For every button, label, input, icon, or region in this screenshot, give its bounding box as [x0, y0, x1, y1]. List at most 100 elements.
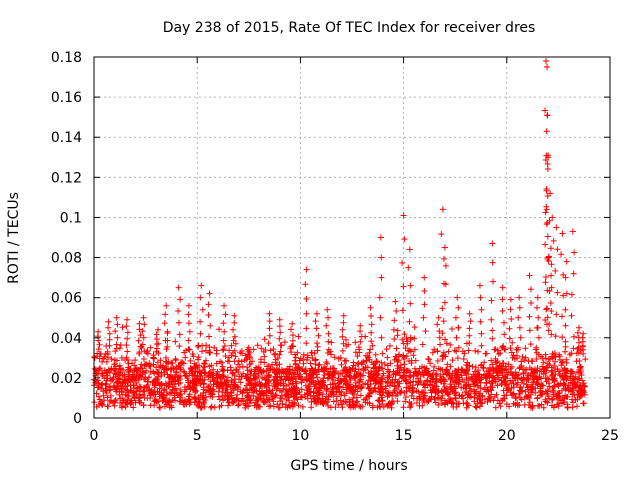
data-point [314, 340, 321, 347]
data-point [269, 394, 276, 401]
data-point [507, 389, 514, 396]
data-point [507, 345, 514, 352]
y-tick-label: 0.04 [51, 331, 82, 347]
data-point [199, 392, 206, 399]
data-point [544, 165, 551, 172]
data-point [554, 246, 561, 253]
data-point [544, 160, 551, 167]
data-point [453, 379, 460, 386]
data-point [113, 357, 120, 364]
data-point [201, 361, 208, 368]
data-point [491, 393, 498, 400]
data-point [359, 403, 366, 410]
data-point [319, 391, 326, 398]
data-point [542, 241, 549, 248]
data-point [448, 396, 455, 403]
data-point [325, 402, 332, 409]
data-point [440, 318, 447, 325]
data-point [392, 298, 399, 305]
data-point [254, 342, 261, 349]
data-point [288, 326, 294, 333]
data-point [436, 334, 443, 341]
data-point [182, 354, 189, 361]
data-point [261, 353, 268, 360]
data-point [250, 346, 257, 353]
data-point [341, 357, 348, 364]
data-point [526, 395, 533, 402]
data-point [302, 281, 309, 288]
data-point [350, 362, 357, 369]
data-point [371, 360, 378, 367]
data-point [379, 365, 386, 372]
data-point [266, 318, 273, 325]
data-point [458, 366, 465, 373]
data-point [410, 352, 417, 359]
data-point [198, 379, 205, 386]
data-point [280, 385, 287, 392]
data-point [378, 254, 385, 261]
data-point [196, 368, 203, 375]
data-point [170, 366, 177, 373]
data-point [161, 320, 168, 327]
data-point [547, 190, 554, 197]
data-point [184, 383, 191, 390]
data-point [472, 364, 479, 371]
data-point [492, 376, 499, 383]
y-tick-label: 0.08 [51, 251, 82, 267]
y-tick-label: 0.14 [51, 130, 82, 146]
data-point [489, 259, 496, 266]
data-point [299, 403, 306, 410]
data-point [232, 340, 239, 347]
data-point [289, 380, 296, 387]
data-point [124, 400, 131, 407]
data-point [502, 363, 509, 370]
data-point [176, 398, 183, 405]
data-point [303, 370, 310, 377]
data-point [318, 378, 325, 385]
data-point [264, 363, 271, 370]
data-point [354, 361, 361, 368]
data-point [356, 379, 363, 386]
data-point [307, 392, 314, 399]
data-point [569, 399, 576, 406]
data-point [221, 302, 228, 309]
data-point [533, 379, 540, 386]
data-point [449, 372, 456, 379]
data-point [373, 358, 380, 365]
data-point [405, 347, 412, 354]
data-point [205, 372, 212, 379]
data-point [168, 402, 175, 409]
data-point [576, 339, 583, 346]
data-point [431, 346, 438, 353]
data-point [111, 361, 118, 368]
data-point [433, 388, 440, 395]
data-point [564, 374, 571, 381]
data-point [345, 384, 352, 391]
data-point [177, 386, 184, 393]
data-point [520, 370, 527, 377]
data-point [569, 228, 576, 235]
data-point [123, 342, 130, 349]
data-point [505, 369, 512, 376]
data-point [277, 348, 284, 355]
data-point [533, 349, 540, 356]
data-point [274, 401, 281, 408]
data-point [228, 342, 235, 349]
data-point [519, 377, 526, 384]
data-point [155, 350, 162, 357]
data-point [558, 313, 565, 320]
data-point [478, 306, 485, 313]
data-point [142, 375, 149, 382]
data-point [490, 366, 497, 373]
data-point [484, 373, 491, 380]
data-point [571, 379, 578, 386]
data-point [162, 354, 169, 361]
data-point [435, 394, 442, 401]
data-point [270, 346, 277, 353]
data-point [305, 385, 312, 392]
data-point [252, 374, 259, 381]
data-point [214, 374, 221, 381]
data-point [487, 383, 494, 390]
data-point [465, 371, 472, 378]
data-point [523, 381, 530, 388]
